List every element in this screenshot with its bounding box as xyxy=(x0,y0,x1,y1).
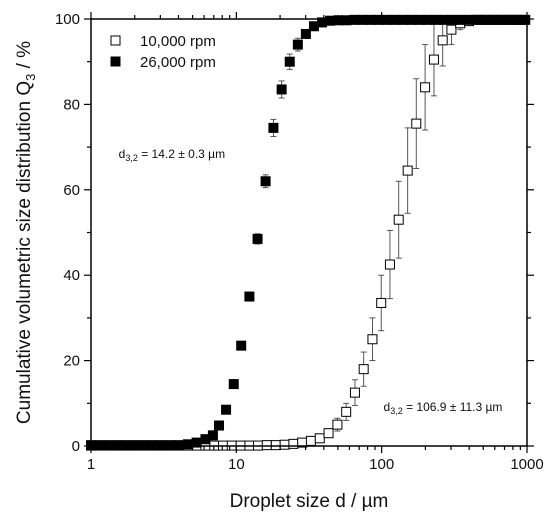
y-tick-label: 60 xyxy=(63,182,80,199)
x-tick-label: 10 xyxy=(228,456,245,473)
y-tick-label: 40 xyxy=(63,267,80,284)
y-tick-label: 80 xyxy=(63,96,80,113)
data-point-26000-rpm xyxy=(156,440,167,451)
data-point-10000-rpm xyxy=(261,440,272,451)
data-point-26000-rpm xyxy=(221,404,232,415)
annotation-d32-26000: d3,2 = 14.2 ± 0.3 µm xyxy=(119,147,225,163)
data-point-26000-rpm xyxy=(292,39,303,50)
data-point-26000-rpm xyxy=(276,84,287,95)
data-point-10000-rpm xyxy=(358,364,369,375)
y-axis-label: Cumulative volumetric size distribution … xyxy=(14,41,38,424)
data-point-26000-rpm xyxy=(182,439,193,450)
data-point-26000-rpm xyxy=(207,430,218,441)
data-point-10000-rpm xyxy=(437,35,448,46)
data-point-26000-rpm xyxy=(422,14,433,25)
data-point-10000-rpm xyxy=(446,24,457,35)
data-point-10000-rpm xyxy=(323,428,334,439)
legend-marker-filled-square xyxy=(110,56,121,67)
data-point-26000-rpm xyxy=(214,420,225,431)
data-point-26000-rpm xyxy=(268,122,279,133)
data-point-10000-rpm xyxy=(428,54,439,65)
data-point-26000-rpm xyxy=(112,440,123,451)
data-point-10000-rpm xyxy=(288,438,299,449)
data-point-26000-rpm xyxy=(471,14,482,25)
data-point-10000-rpm xyxy=(341,406,352,417)
x-tick-label: 1 xyxy=(87,456,95,473)
data-point-26000-rpm xyxy=(236,340,247,351)
data-point-10000-rpm xyxy=(332,419,343,430)
data-point-26000-rpm xyxy=(455,14,466,25)
x-tick-label: 1000 xyxy=(510,456,543,473)
data-point-26000-rpm xyxy=(165,440,176,451)
data-point-26000-rpm xyxy=(244,291,255,302)
data-point-10000-rpm xyxy=(376,297,387,308)
data-point-10000-rpm xyxy=(402,165,413,176)
data-point-10000-rpm xyxy=(411,118,422,129)
annotation-d32-10000: d3,2 = 106.9 ± 11.3 µm xyxy=(384,400,503,416)
y-tick-label: 0 xyxy=(72,438,80,455)
data-point-26000-rpm xyxy=(94,440,105,451)
y-tick-label: 20 xyxy=(63,353,80,370)
data-point-26000-rpm xyxy=(138,440,149,451)
data-markers xyxy=(86,14,531,451)
y-axis-label-main: Cumulative volumetric size distribution … xyxy=(14,81,35,424)
plot-frame xyxy=(90,18,528,447)
data-point-10000-rpm xyxy=(270,440,281,451)
legend-marker-open-square xyxy=(110,35,121,46)
data-point-10000-rpm xyxy=(393,214,404,225)
data-point-26000-rpm xyxy=(284,56,295,67)
data-point-10000-rpm xyxy=(305,435,316,446)
data-point-26000-rpm xyxy=(228,379,239,390)
data-point-26000-rpm xyxy=(349,14,360,25)
axis-ticks xyxy=(84,12,534,453)
legend: 10,000 rpm 26,000 rpm xyxy=(110,33,216,71)
data-point-26000-rpm xyxy=(147,440,158,451)
data-point-10000-rpm xyxy=(349,387,360,398)
x-tick-label: 100 xyxy=(369,456,394,473)
data-point-10000-rpm xyxy=(279,439,290,450)
data-point-26000-rpm xyxy=(252,233,263,244)
data-point-26000-rpm xyxy=(520,14,531,25)
data-point-26000-rpm xyxy=(103,440,114,451)
x-axis-label: Droplet size d / µm xyxy=(230,491,389,512)
data-point-26000-rpm xyxy=(325,15,336,26)
y-tick-label: 100 xyxy=(55,11,80,28)
y-axis-label-unit: / % xyxy=(14,41,35,74)
data-point-26000-rpm xyxy=(121,440,132,451)
data-point-10000-rpm xyxy=(367,334,378,345)
data-point-26000-rpm xyxy=(438,14,449,25)
data-point-10000-rpm xyxy=(384,259,395,270)
data-point-10000-rpm xyxy=(420,82,431,93)
legend-label-26000-rpm: 26,000 rpm xyxy=(140,54,216,71)
y-axis-label-sub: 3 xyxy=(23,74,38,81)
error-bars xyxy=(246,18,464,447)
tick-labels: 1 10 100 1000 0 20 40 60 80 100 xyxy=(55,11,544,473)
legend-label-10000-rpm: 10,000 rpm xyxy=(140,33,216,50)
data-point-10000-rpm xyxy=(314,433,325,444)
data-point-26000-rpm xyxy=(260,176,271,187)
data-point-26000-rpm xyxy=(300,28,311,39)
